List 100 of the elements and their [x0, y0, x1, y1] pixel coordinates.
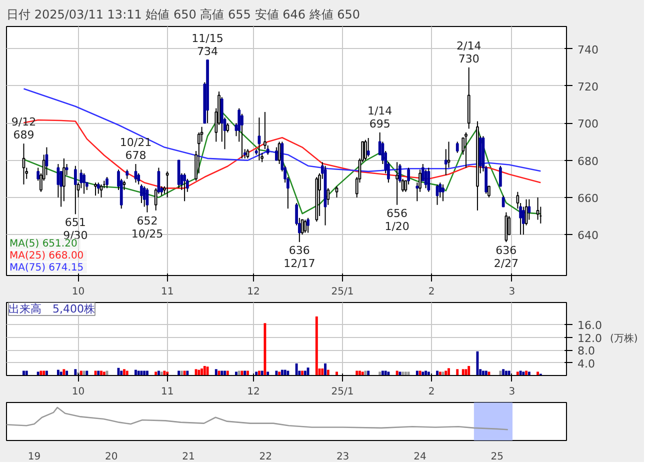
bar — [336, 372, 338, 376]
bar — [97, 370, 100, 376]
bar — [278, 372, 281, 376]
candlestick — [100, 184, 103, 198]
candlestick — [366, 137, 370, 158]
candlestick — [82, 172, 86, 194]
y-tick-label: 660 — [578, 192, 598, 205]
bar — [45, 370, 48, 376]
bar — [488, 372, 490, 376]
annotation: 1/14 695 — [367, 104, 392, 130]
bar — [516, 372, 519, 376]
candlestick — [106, 176, 108, 189]
bar — [396, 370, 398, 376]
bar — [214, 369, 218, 376]
bar — [22, 370, 25, 376]
bar — [194, 369, 198, 376]
candlestick — [502, 195, 505, 208]
annotation: 2/14 730 — [456, 39, 482, 66]
bar — [502, 369, 505, 376]
bar — [86, 370, 88, 376]
bar — [528, 372, 530, 376]
candlestick — [536, 196, 540, 220]
bar — [508, 370, 510, 376]
bar — [126, 370, 128, 376]
candlestick — [74, 165, 77, 215]
chart-title: 日付 2025/03/11 13:11 始値 650 高値 655 安値 646 終値 650 — [6, 8, 360, 22]
bar — [398, 372, 402, 376]
candlestick — [122, 180, 126, 191]
x-tick-label: 25/1 — [331, 286, 354, 298]
x-tick-label: 10 — [72, 386, 85, 398]
x-tick-label: 12 — [247, 386, 260, 398]
bar — [536, 372, 540, 376]
bar — [154, 372, 158, 376]
bar — [157, 370, 160, 376]
bar — [381, 370, 384, 376]
bar — [448, 368, 450, 376]
bar — [235, 372, 238, 376]
bar — [387, 372, 390, 376]
bar — [315, 316, 318, 376]
bar — [321, 368, 324, 376]
x-tick-label: 20 — [105, 452, 118, 462]
bar — [82, 370, 86, 376]
x-tick-label: 11 — [160, 286, 174, 298]
y-tick-label: 16.0 — [578, 319, 602, 332]
x-tick-label: 21 — [182, 452, 195, 462]
x-tick-label: 2 — [428, 286, 435, 298]
bar — [42, 370, 46, 376]
x-tick-label: 11 — [160, 386, 174, 398]
annotation: 656 1/20 — [384, 206, 410, 233]
candlestick — [335, 186, 338, 198]
candlestick — [326, 188, 330, 206]
candlestick — [246, 148, 250, 159]
bar — [74, 369, 77, 376]
bar — [146, 370, 148, 376]
candlestick — [396, 162, 398, 206]
candlestick — [134, 164, 138, 184]
bar — [36, 372, 40, 376]
candlestick — [94, 182, 97, 196]
bar — [499, 370, 502, 376]
bar — [25, 370, 28, 376]
bar — [137, 370, 140, 376]
candlestick — [240, 113, 244, 159]
annotation: 652 10/25 — [131, 214, 164, 240]
x-tick-label: 10 — [72, 286, 85, 298]
x-tick-label: 19 — [28, 452, 41, 462]
bar — [525, 370, 528, 376]
bar — [244, 370, 246, 376]
candlestick — [427, 167, 430, 192]
bar — [306, 368, 310, 376]
x-tick-label: 2 — [428, 386, 435, 398]
text: MA(5) 651.20 — [10, 238, 78, 250]
bar — [246, 370, 249, 376]
candlestick — [183, 172, 186, 202]
annotation: 9/12 689 — [11, 116, 36, 142]
bar — [422, 372, 424, 376]
candlestick — [62, 158, 66, 202]
y-tick-label: 4.0 — [578, 357, 595, 370]
bar — [226, 370, 229, 376]
bar — [427, 372, 430, 376]
candlestick — [456, 141, 459, 154]
bar — [522, 372, 525, 376]
candlestick — [166, 170, 169, 198]
candlestick — [364, 139, 367, 161]
candlestick — [56, 164, 60, 198]
candlestick — [464, 132, 468, 168]
candlestick — [96, 182, 100, 194]
annotation: 636 12/17 — [284, 244, 316, 270]
x-tick-label: 3 — [508, 286, 516, 298]
bar — [100, 370, 102, 376]
bar — [275, 370, 278, 376]
candlestick — [258, 117, 261, 161]
bar — [40, 370, 42, 376]
candlestick — [126, 169, 129, 180]
text: MA(75) 674.15 — [10, 262, 84, 274]
bar — [416, 370, 418, 376]
bar — [295, 363, 298, 376]
x-tick-label: 25/1 — [331, 386, 354, 398]
candlestick — [522, 206, 525, 236]
bar — [384, 370, 387, 376]
candlestick — [304, 219, 307, 234]
